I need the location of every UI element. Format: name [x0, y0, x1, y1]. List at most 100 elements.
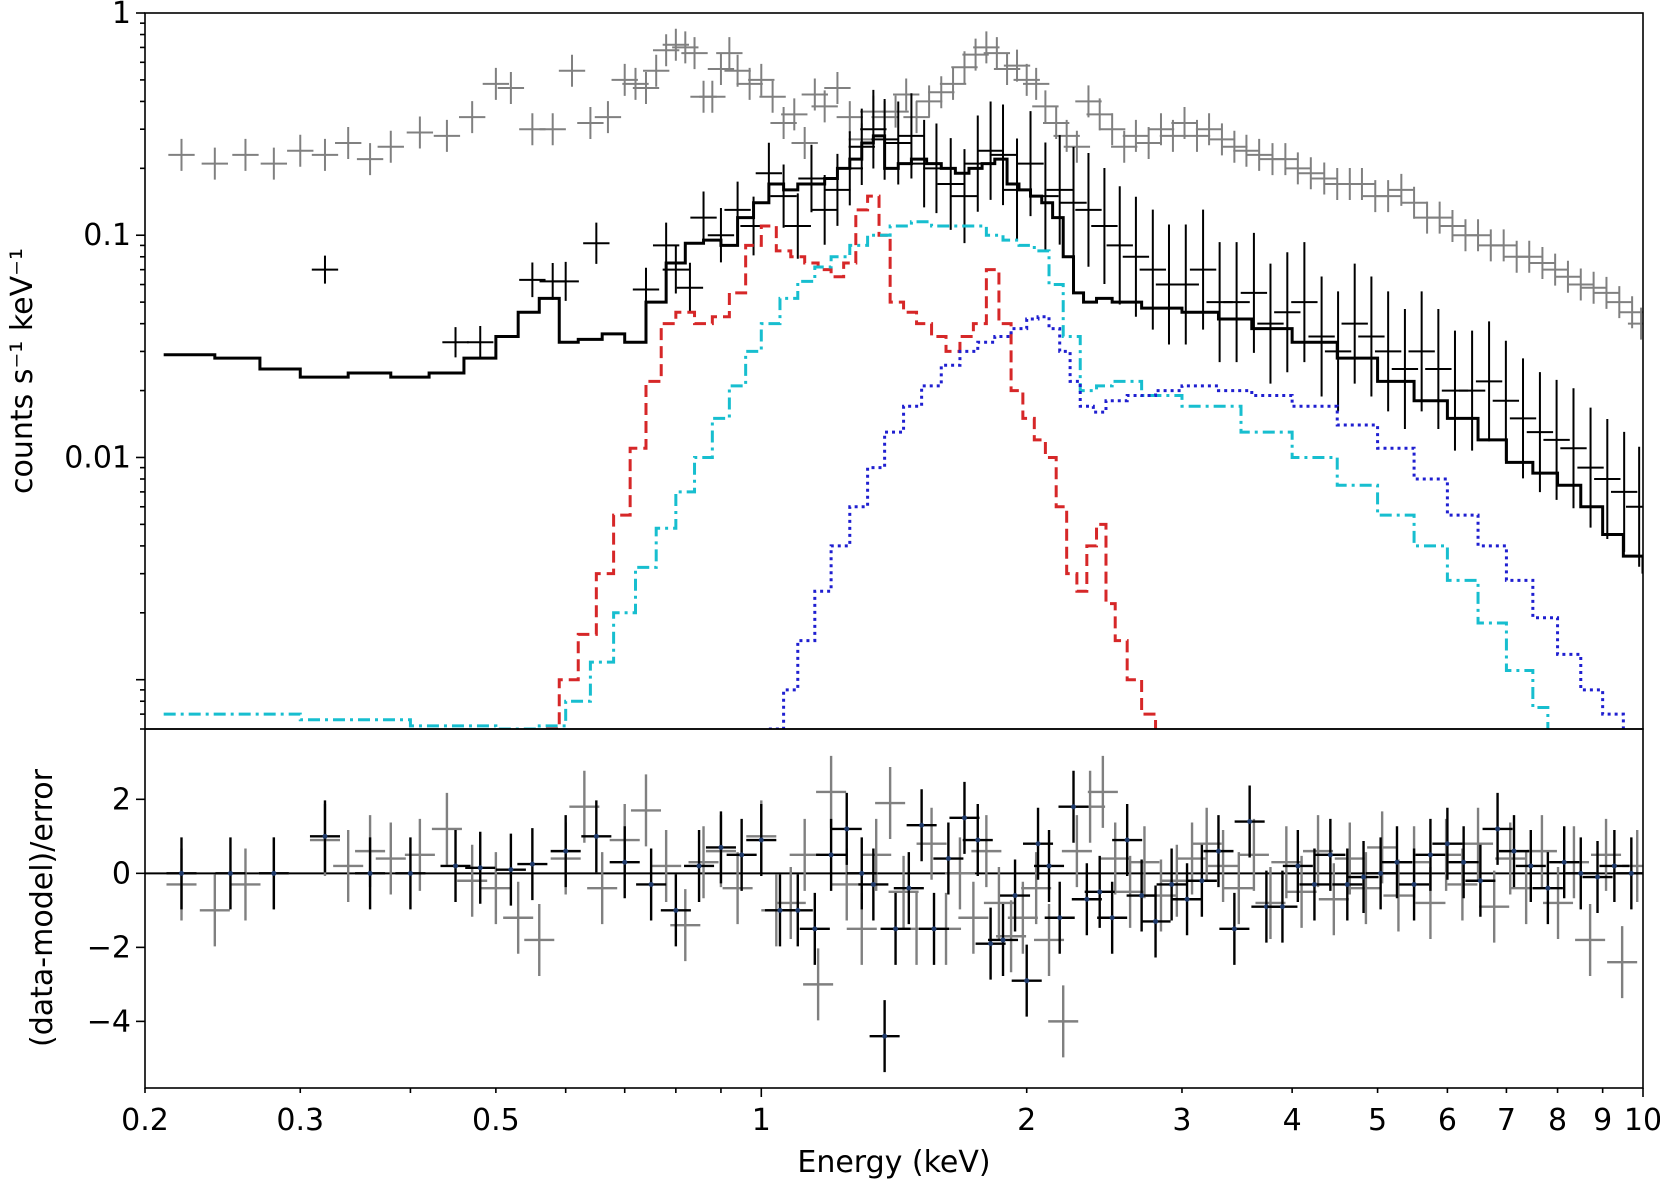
data-point: [442, 327, 469, 358]
residual-marker: [975, 837, 981, 843]
residual-point: [875, 767, 906, 840]
data-point: [1554, 260, 1582, 293]
data-point: [882, 95, 909, 128]
data-point: [1426, 201, 1453, 234]
data-point: [736, 67, 763, 100]
residual-point: [587, 852, 618, 925]
residual-marker: [777, 907, 783, 913]
data-point: [459, 101, 486, 134]
data-point: [860, 89, 887, 169]
data-point: [287, 134, 314, 167]
residual-marker: [1097, 889, 1103, 895]
data-point: [993, 52, 1021, 85]
x-tick-label: 9: [1593, 1103, 1612, 1138]
data-point: [1257, 263, 1284, 384]
data-point: [311, 255, 339, 284]
data-point: [824, 71, 851, 104]
x-tick-label: 7: [1497, 1103, 1516, 1138]
data-point: [1233, 134, 1260, 167]
model-line-model-component-red: [546, 194, 1158, 729]
data-point: [1400, 186, 1428, 219]
data-point: [724, 54, 751, 87]
residual-point: [569, 770, 600, 843]
data-point: [1183, 119, 1211, 152]
residual-point: [1447, 848, 1478, 921]
residual-point: [816, 755, 847, 828]
residual-marker: [622, 859, 628, 865]
residual-marker: [1046, 863, 1052, 869]
data-point: [1516, 240, 1543, 273]
data-point: [977, 101, 1004, 200]
data-point: [1032, 90, 1059, 123]
energy-x-axis: 0.2 0.3 0.5 1 2 3 4 5 6 7 8 9 10: [121, 1088, 1660, 1138]
x-tick-label: 3: [1172, 1103, 1191, 1138]
residual-marker: [1000, 937, 1006, 943]
data-point: [1274, 252, 1301, 373]
residual-marker: [1071, 804, 1077, 810]
residual-point: [789, 818, 820, 891]
data-point: [885, 101, 912, 185]
data-point: [201, 147, 228, 180]
data-point: [1291, 242, 1318, 363]
data-point: [1388, 173, 1415, 206]
residual-marker: [961, 815, 967, 821]
residual-point: [861, 818, 892, 891]
residual-marker: [1477, 878, 1483, 884]
data-point: [989, 104, 1017, 206]
data-point: [1560, 388, 1587, 509]
residual-point: [480, 852, 511, 925]
data-point: [1567, 268, 1594, 301]
data-point: [1245, 138, 1273, 171]
data-point: [1541, 253, 1569, 286]
residual-point: [1479, 870, 1510, 943]
residual-marker: [718, 844, 724, 850]
data-point: [1284, 152, 1312, 185]
x-tick-label: 10: [1624, 1103, 1660, 1138]
data-point: [791, 127, 818, 160]
residual-marker: [870, 881, 876, 887]
residual-marker: [906, 885, 912, 891]
data-point: [770, 106, 797, 139]
data-point: [898, 93, 925, 179]
residual-marker: [1427, 852, 1433, 858]
residual-point: [1115, 855, 1146, 928]
data-point: [558, 54, 586, 87]
residual-marker: [1411, 881, 1417, 887]
data-point: [951, 51, 978, 84]
data-point: [1086, 98, 1113, 131]
series-residuals-black: [166, 770, 1643, 1073]
data-point: [716, 37, 743, 70]
data-point: [1464, 219, 1492, 252]
residual-marker: [1545, 885, 1551, 891]
data-point: [1046, 135, 1073, 245]
data-point: [1458, 330, 1486, 451]
residual-point: [1007, 881, 1038, 954]
data-point: [406, 116, 434, 149]
data-point: [1272, 143, 1299, 176]
y-tick-label: 0.1: [83, 218, 131, 253]
x-tick-label: 0.5: [472, 1103, 520, 1138]
data-point: [552, 261, 579, 301]
data-point: [928, 76, 955, 109]
residual-point: [230, 848, 261, 921]
data-point: [1195, 113, 1223, 146]
residual-marker: [1628, 870, 1634, 876]
data-point: [1425, 309, 1452, 430]
residual-point: [1271, 826, 1302, 899]
residual-marker: [1084, 896, 1090, 902]
data-point: [1063, 130, 1091, 163]
spectrum-y-axis-label: counts s⁻¹ keV⁻¹: [5, 248, 40, 494]
spectrum-panel-frame: [144, 12, 1644, 730]
residual-point: [1255, 866, 1286, 939]
residual-marker: [1578, 870, 1584, 876]
data-point: [1475, 321, 1503, 442]
residual-marker: [477, 865, 483, 871]
residual-marker: [178, 870, 184, 876]
data-point: [1308, 276, 1335, 397]
y-tick-label: 1: [112, 0, 131, 31]
residual-marker: [1153, 918, 1159, 924]
data-point: [1043, 106, 1070, 139]
residual-marker: [931, 926, 937, 932]
residual-point: [1334, 822, 1365, 895]
x-tick-label: 8: [1548, 1103, 1567, 1138]
